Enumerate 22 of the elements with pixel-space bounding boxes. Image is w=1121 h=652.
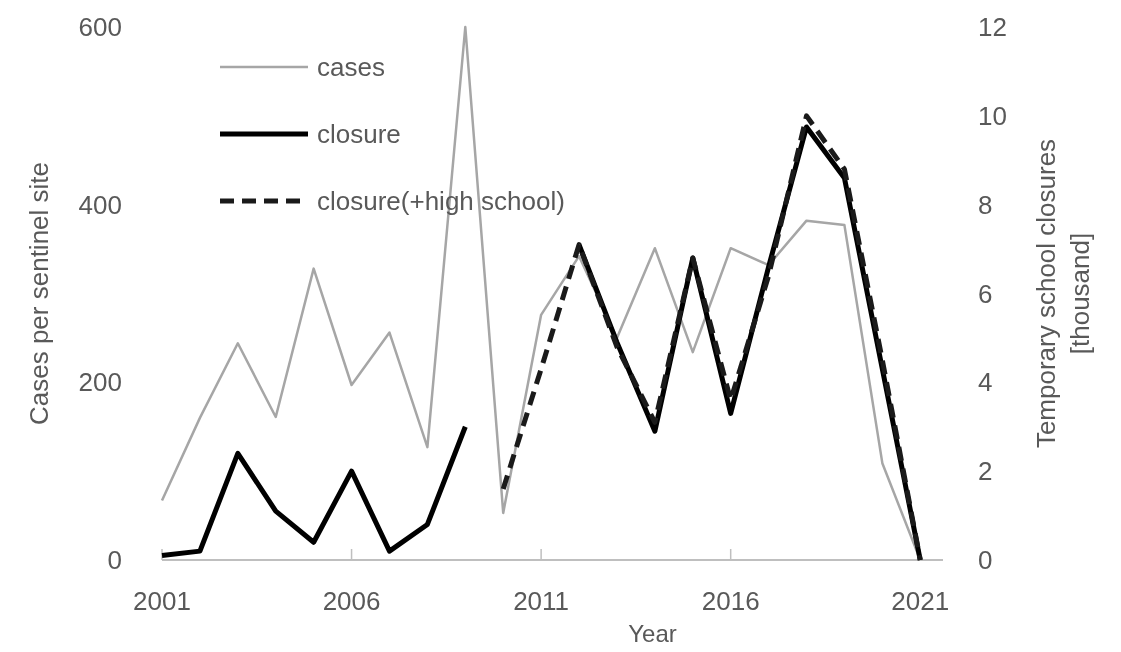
y2-tick-label: 6 (978, 278, 993, 309)
y2-tick-label: 0 (978, 545, 993, 575)
x-tick-label: 2021 (891, 586, 950, 616)
y2-axis-title: Temporary school closures [thousand] (1031, 138, 1095, 449)
y-tick-label: 600 (78, 12, 122, 42)
y2-tick-label: 10 (978, 100, 1007, 131)
legend-label: cases (317, 52, 385, 82)
y2-tick-label: 12 (978, 12, 1007, 42)
y-axis-title: Cases per sentinel site (24, 161, 54, 426)
legend-label: closure (317, 119, 401, 149)
y2-tick-label: 2 (978, 456, 993, 487)
x-tick-label: 2006 (322, 586, 381, 616)
y2-tick-label: 8 (978, 189, 993, 220)
x-axis-title: Year (628, 620, 677, 647)
legend-label: closure(+high school) (317, 186, 565, 216)
y2-tick-label: 4 (978, 367, 993, 398)
x-tick-label: 2016 (701, 586, 760, 616)
y-tick-label: 0 (107, 545, 122, 575)
x-tick-label: 2011 (513, 586, 570, 616)
y-tick-label: 400 (78, 189, 122, 220)
x-tick-label: 2001 (133, 586, 191, 616)
y-tick-label: 200 (78, 367, 122, 398)
